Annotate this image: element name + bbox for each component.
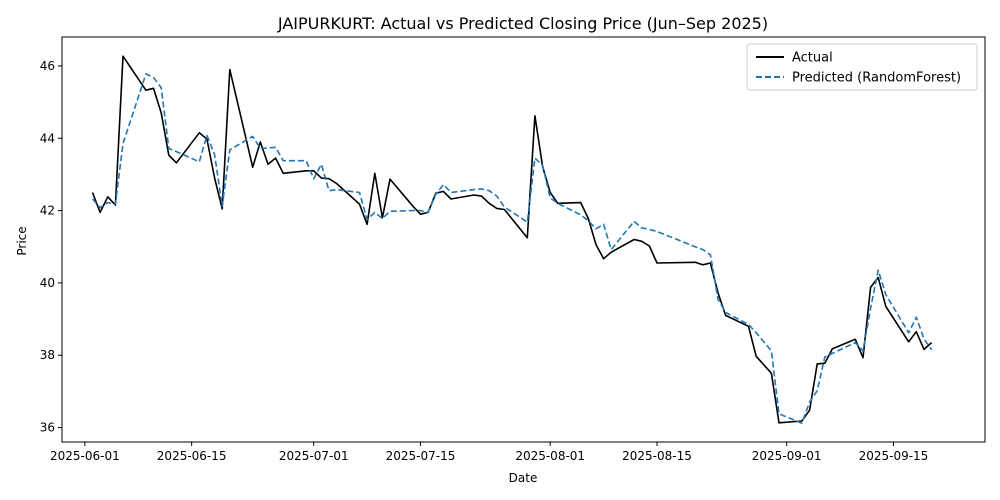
y-tick-label: 38 [40,348,55,362]
x-tick-label: 2025-09-01 [752,449,822,463]
axes-frame [61,36,986,443]
x-tick-label: 2025-08-15 [622,449,692,463]
x-tick-label: 2025-07-15 [386,449,456,463]
y-tick-label: 42 [40,204,55,218]
x-axis-label: Date [509,471,538,485]
x-tick-label: 2025-07-01 [279,449,349,463]
chart-title: JAIPURKURT: Actual vs Predicted Closing … [277,14,768,33]
series-line-predicted [91,73,933,425]
x-tick-label: 2025-08-01 [515,449,585,463]
x-tick-label: 2025-06-15 [157,449,227,463]
y-axis-label: Price [15,226,29,255]
plot-area [61,36,986,443]
legend-frame [746,43,978,91]
y-axis: 36 38 40 42 44 46 [40,59,62,435]
legend: Actual Predicted (RandomForest) [746,43,978,91]
y-tick-label: 40 [40,276,55,290]
y-tick-label: 46 [40,59,55,73]
x-axis: 2025-06-01 2025-06-15 2025-07-01 2025-07-15… [50,442,928,463]
legend-label-predicted: Predicted (RandomForest) [792,71,961,86]
legend-label-actual: Actual [792,51,833,66]
x-tick-label: 2025-09-15 [859,449,929,463]
y-tick-label: 44 [40,131,55,145]
x-tick-label: 2025-06-01 [50,449,120,463]
y-tick-label: 36 [40,421,55,435]
